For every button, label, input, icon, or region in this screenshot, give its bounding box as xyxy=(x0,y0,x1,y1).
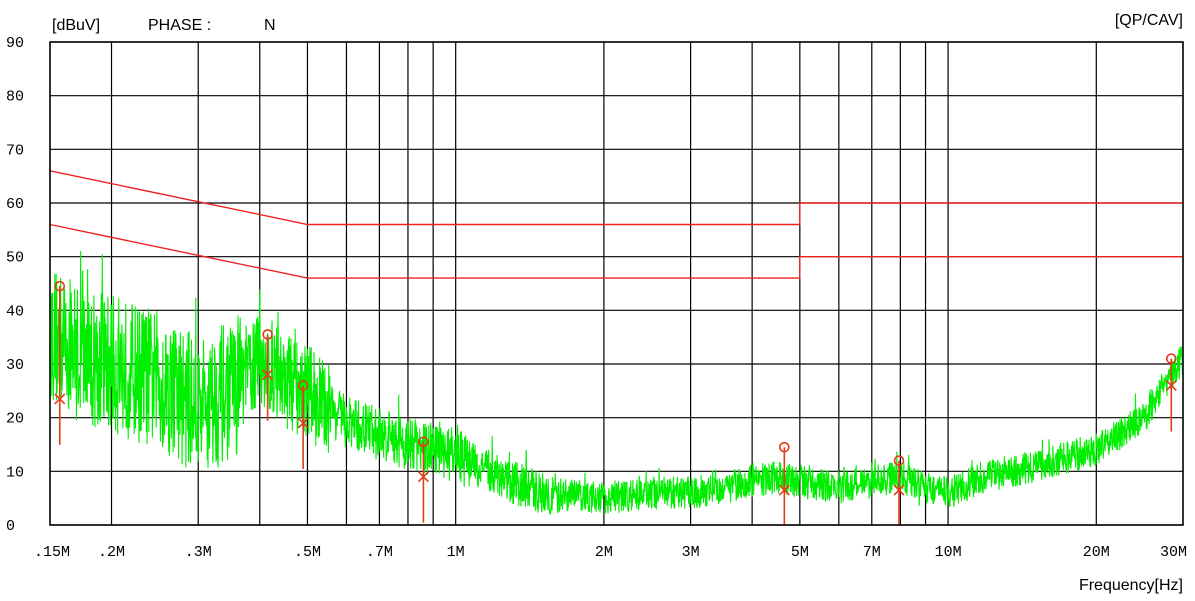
qp-marker-point xyxy=(893,455,905,466)
avg-marker-point xyxy=(262,369,274,381)
y-tick-label: 60 xyxy=(6,196,24,213)
qp-marker-point xyxy=(262,329,273,340)
limit-line-qp xyxy=(49,170,1183,226)
x-tick-label: 10M xyxy=(935,544,962,561)
y-tick-label: 10 xyxy=(6,464,24,481)
avg-marker-point xyxy=(893,484,905,496)
qp-marker-point xyxy=(54,280,66,292)
spectrum-trace xyxy=(49,250,1183,515)
y-tick-label: 70 xyxy=(6,142,24,159)
y-tick-label: 80 xyxy=(6,89,24,106)
x-tick-label: .5M xyxy=(294,544,321,561)
spectrum-trace-group xyxy=(49,250,1183,515)
y-tick-label: 0 xyxy=(6,518,15,535)
qp-marker-point xyxy=(297,380,309,391)
measurement-markers xyxy=(54,280,1177,525)
x-tick-label: .2M xyxy=(98,544,125,561)
x-tick-label: 30M xyxy=(1160,544,1187,561)
phase-label: PHASE : xyxy=(148,17,211,34)
y-tick-labels: 0 10 20 30 40 50 60 70 80 90 xyxy=(6,35,24,535)
x-tick-labels: .15M .2M .3M .5M .7M 1M 2M 3M 5M 7M 10M 20M 30M xyxy=(34,544,1187,561)
detector-label: [QP/CAV] xyxy=(1115,12,1183,29)
x-tick-label: 7M xyxy=(863,544,881,561)
x-tick-label: 20M xyxy=(1083,544,1110,561)
phase-value: N xyxy=(264,17,276,34)
y-tick-label: 50 xyxy=(6,250,24,267)
x-tick-label: .3M xyxy=(185,544,212,561)
x-tick-label: 1M xyxy=(447,544,465,561)
avg-marker-point xyxy=(297,417,309,429)
x-tick-label: 3M xyxy=(682,544,700,561)
y-axis-unit-label: [dBuV] xyxy=(52,17,100,34)
x-tick-label: 5M xyxy=(791,544,809,561)
y-tick-label: 40 xyxy=(6,303,24,320)
x-axis-label: Frequency[Hz] xyxy=(1079,577,1183,594)
avg-marker-point xyxy=(417,471,429,483)
x-tick-label: .15M xyxy=(34,544,70,561)
plot-frame xyxy=(49,41,1184,526)
qp-marker-point xyxy=(779,441,790,453)
qp-marker-point xyxy=(1165,353,1177,364)
y-tick-label: 30 xyxy=(6,357,24,374)
grid xyxy=(49,41,1184,526)
x-tick-label: 2M xyxy=(595,544,613,561)
avg-marker-point xyxy=(54,393,66,405)
x-tick-label: .7M xyxy=(366,544,393,561)
limit-line-av xyxy=(49,223,1183,279)
avg-marker-point xyxy=(778,484,790,496)
limit-lines xyxy=(49,170,1183,279)
y-tick-label: 20 xyxy=(6,411,24,428)
qp-marker-point xyxy=(418,436,429,448)
y-tick-label: 90 xyxy=(6,35,24,52)
avg-marker-point xyxy=(1165,379,1177,392)
